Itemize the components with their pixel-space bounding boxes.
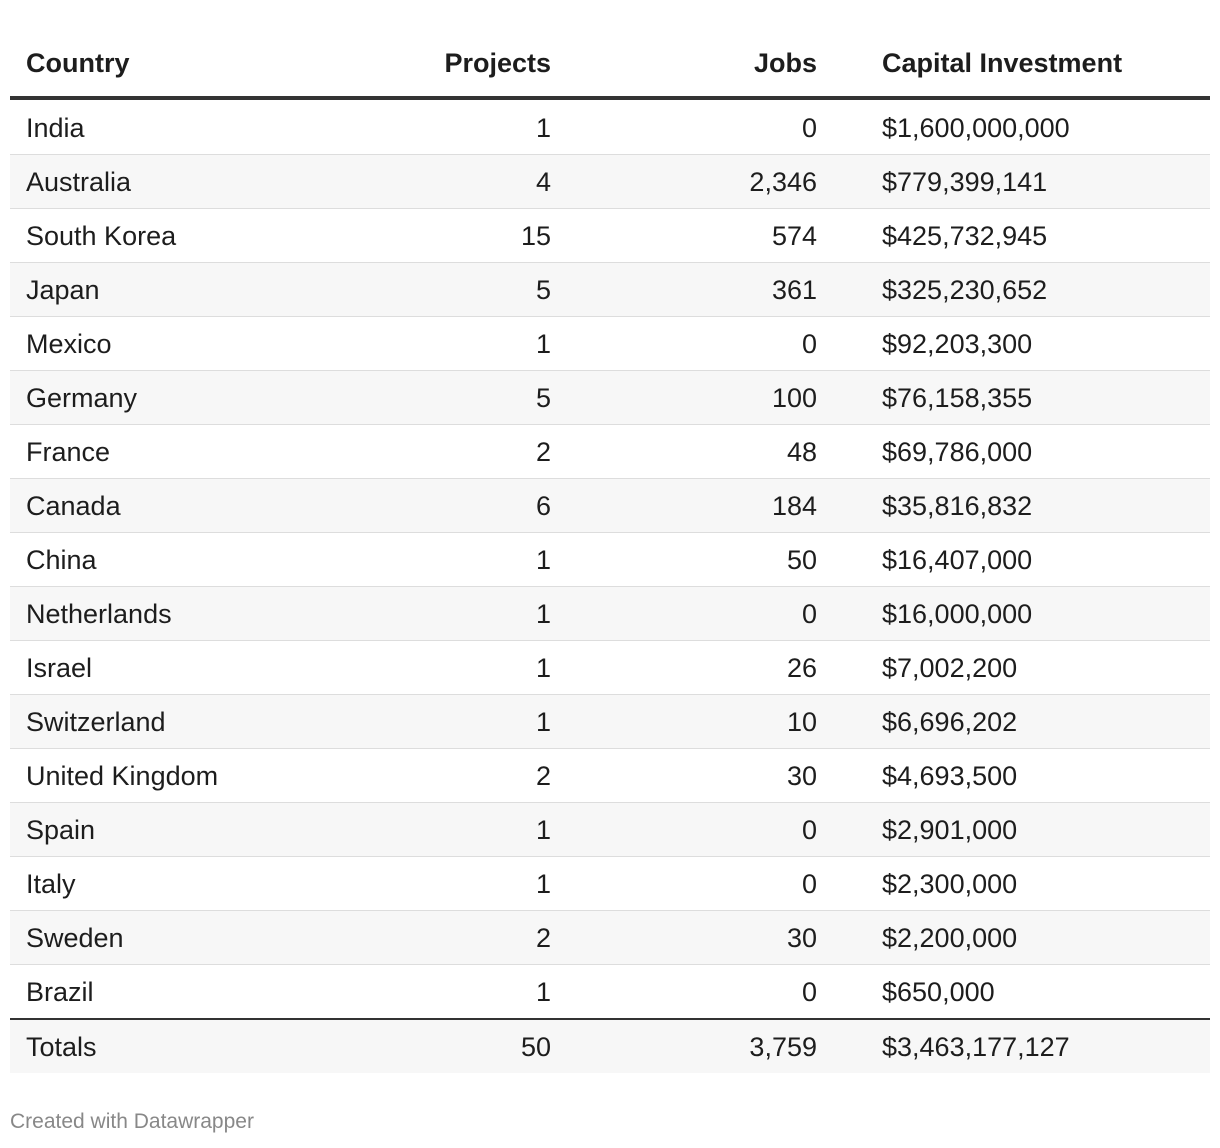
table-cell: $779,399,141	[882, 167, 1048, 197]
table-cell: United Kingdom	[26, 761, 219, 791]
table-cell: 2	[535, 923, 551, 953]
table-cell: Brazil	[26, 977, 94, 1007]
table-cell: $2,200,000	[882, 923, 1018, 953]
table-cell: Canada	[26, 491, 121, 521]
table-cell: Italy	[26, 869, 76, 899]
table-row: Switzerland 1 10 $6,696,202	[10, 695, 1210, 749]
table-cell: 10	[786, 707, 817, 737]
totals-cell: Totals	[26, 1032, 97, 1062]
table-cell: 15	[520, 221, 551, 251]
table-cell: 184	[771, 491, 817, 521]
table-cell: Germany	[26, 383, 138, 413]
table-cell: 50	[786, 545, 817, 575]
table-cell: Japan	[26, 275, 100, 305]
table-row: United Kingdom 2 30 $4,693,500	[10, 749, 1210, 803]
table-cell: $4,693,500	[882, 761, 1018, 791]
table-cell: 2,346	[749, 167, 817, 197]
table-cell: 1	[535, 653, 551, 683]
table-cell: 1	[535, 869, 551, 899]
table-cell: 1	[535, 977, 551, 1007]
table-cell: France	[26, 437, 111, 467]
table-cell: 2	[535, 761, 551, 791]
table-cell: 1	[535, 545, 551, 575]
table-row: Germany 5 100 $76,158,355	[10, 371, 1210, 425]
table-row: India 1 0 $1,600,000,000	[10, 101, 1210, 155]
table-cell: $325,230,652	[882, 275, 1048, 305]
table-cell: $69,786,000	[882, 437, 1033, 467]
table-row: Japan 5 361 $325,230,652	[10, 263, 1210, 317]
table-cell: $7,002,200	[882, 653, 1018, 683]
table-row: Israel 1 26 $7,002,200	[10, 641, 1210, 695]
table-row: Canada 6 184 $35,816,832	[10, 479, 1210, 533]
table-cell: Israel	[26, 653, 93, 683]
table-cell: Switzerland	[26, 707, 166, 737]
footer: Created with Datawrapper	[10, 1110, 254, 1133]
table-cell: 1	[535, 113, 551, 143]
table-row: Sweden 2 30 $2,200,000	[10, 911, 1210, 965]
table-cell: $650,000	[882, 977, 995, 1007]
table-cell: 4	[535, 167, 551, 197]
table-cell: $16,000,000	[882, 599, 1033, 629]
totals-cell: 3,759	[749, 1032, 817, 1062]
totals-cell: $3,463,177,127	[882, 1032, 1070, 1062]
table-cell: Mexico	[26, 329, 112, 359]
table-cell: $76,158,355	[882, 383, 1033, 413]
table-cell: $6,696,202	[882, 707, 1018, 737]
table-row: Spain 1 0 $2,901,000	[10, 803, 1210, 857]
table-cell: 1	[535, 599, 551, 629]
table-cell: 0	[801, 977, 817, 1007]
header-cell: Projects	[444, 48, 551, 78]
table-cell: 361	[771, 275, 817, 305]
table-cell: 100	[771, 383, 817, 413]
table-cell: 1	[535, 329, 551, 359]
table-row: China 1 50 $16,407,000	[10, 533, 1210, 587]
table-row: Italy 1 0 $2,300,000	[10, 857, 1210, 911]
table-cell: Australia	[26, 167, 132, 197]
table-cell: 1	[535, 815, 551, 845]
table-cell: China	[26, 545, 97, 575]
table-cell: 48	[786, 437, 817, 467]
table-cell: Spain	[26, 815, 96, 845]
table-cell: 6	[535, 491, 551, 521]
table-cell: Netherlands	[26, 599, 172, 629]
table-cell: $2,300,000	[882, 869, 1018, 899]
table-cell: $2,901,000	[882, 815, 1018, 845]
table-row: South Korea 15 574 $425,732,945	[10, 209, 1210, 263]
totals-row: Totals 50 3,759 $3,463,177,127	[10, 1018, 1210, 1073]
table-cell: 26	[786, 653, 817, 683]
table-cell: 0	[801, 113, 817, 143]
header-row: Country Projects Jobs Capital Investment	[10, 28, 1210, 100]
table-row: Australia 4 2,346 $779,399,141	[10, 155, 1210, 209]
header-cell: Capital Investment	[882, 48, 1123, 78]
table-cell: 5	[535, 383, 551, 413]
table-row: France 2 48 $69,786,000	[10, 425, 1210, 479]
header-cell: Country	[26, 48, 130, 78]
table-cell: 2	[535, 437, 551, 467]
header-cell: Jobs	[753, 48, 817, 78]
table-cell: $425,732,945	[882, 221, 1048, 251]
table-cell: 0	[801, 599, 817, 629]
table-cell: $92,203,300	[882, 329, 1033, 359]
table-row: Brazil 1 0 $650,000	[10, 965, 1210, 1019]
table-cell: 0	[801, 869, 817, 899]
table-row: Netherlands 1 0 $16,000,000	[10, 587, 1210, 641]
table-cell: 0	[801, 329, 817, 359]
table-cell: South Korea	[26, 221, 177, 251]
table-cell: Sweden	[26, 923, 124, 953]
table-cell: 0	[801, 815, 817, 845]
table-cell: $1,600,000,000	[882, 113, 1070, 143]
table-row: Mexico 1 0 $92,203,300	[10, 317, 1210, 371]
totals-cell: 50	[520, 1032, 551, 1062]
table-cell: $35,816,832	[882, 491, 1033, 521]
table-cell: India	[26, 113, 85, 143]
table-cell: 574	[771, 221, 817, 251]
table-cell: 30	[786, 761, 817, 791]
table-cell: 1	[535, 707, 551, 737]
table-cell: $16,407,000	[882, 545, 1033, 575]
table-cell: 5	[535, 275, 551, 305]
table-cell: 30	[786, 923, 817, 953]
